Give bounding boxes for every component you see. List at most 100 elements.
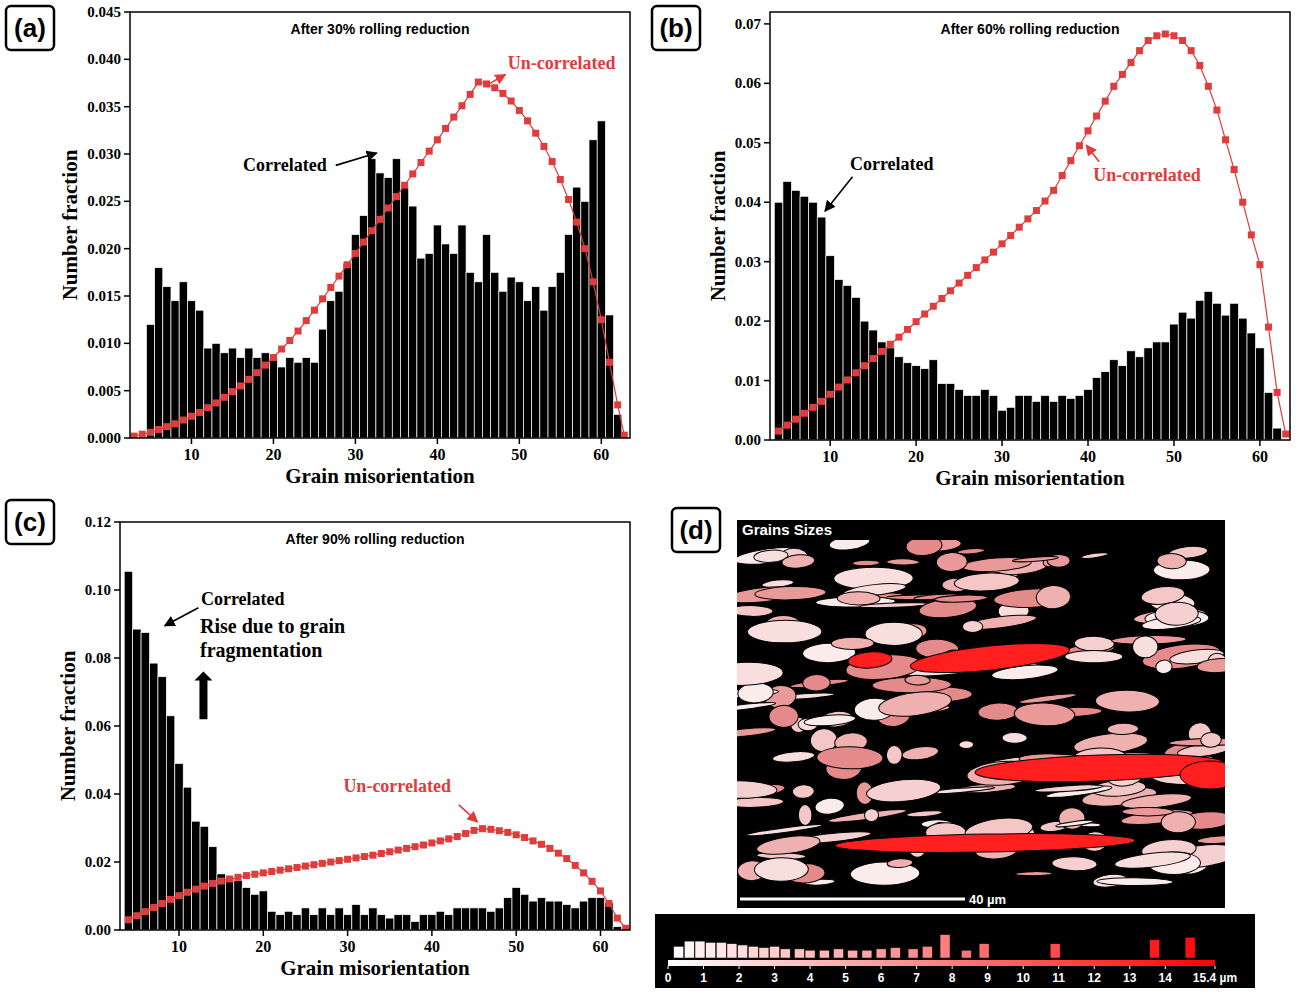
x-tick <box>1259 440 1261 446</box>
bar <box>774 202 783 440</box>
marker <box>229 388 236 395</box>
grain <box>756 833 821 858</box>
marker <box>1256 261 1263 268</box>
bar <box>515 282 523 438</box>
marker <box>368 227 375 234</box>
x-tick-label: 20 <box>908 448 924 465</box>
y-tick <box>124 11 130 13</box>
bar <box>360 915 368 930</box>
marker <box>565 196 572 203</box>
bar <box>417 258 425 438</box>
panel-letter: (c) <box>14 507 46 537</box>
bar <box>245 348 253 438</box>
bar <box>259 891 267 930</box>
grain <box>754 858 808 882</box>
marker <box>196 409 203 416</box>
color-bar-tick <box>845 966 846 969</box>
bar <box>436 911 444 930</box>
y-tick-label: 0.12 <box>85 514 111 530</box>
marker <box>221 394 228 401</box>
size-bar <box>759 948 769 958</box>
marker <box>621 432 628 438</box>
marker <box>775 428 782 435</box>
marker <box>546 845 553 852</box>
marker <box>1170 32 1177 39</box>
y-tick <box>764 261 770 263</box>
grain <box>877 688 953 720</box>
color-bar-tick <box>1129 966 1130 969</box>
y-axis-title: Number fraction <box>56 650 80 801</box>
marker <box>344 856 351 863</box>
marker <box>513 831 520 838</box>
grain <box>737 726 776 740</box>
bar <box>284 911 292 930</box>
rise-arrow <box>194 672 212 720</box>
marker <box>516 107 523 114</box>
bar <box>504 898 512 930</box>
y-tick <box>764 320 770 322</box>
marker <box>147 429 154 436</box>
bar <box>470 908 478 930</box>
grain <box>798 804 812 825</box>
color-bar-tick-label: 5 <box>842 971 849 985</box>
grain <box>1056 819 1095 828</box>
grain <box>978 702 1019 721</box>
x-axis-title: Grain misorientation <box>935 466 1125 490</box>
size-bar <box>738 945 748 958</box>
bar <box>204 348 212 438</box>
marker <box>1016 224 1023 231</box>
grain <box>1200 732 1222 748</box>
marker <box>401 182 408 189</box>
bar <box>499 291 507 438</box>
size-bar <box>890 948 900 958</box>
bar <box>537 898 545 930</box>
bar <box>523 301 531 438</box>
bar <box>384 178 392 438</box>
marker <box>614 915 621 922</box>
color-bar-tick-label: 8 <box>949 971 956 985</box>
color-gradient <box>668 960 1215 966</box>
marker <box>180 417 187 424</box>
color-bar-tick <box>1023 966 1024 969</box>
marker <box>521 834 528 841</box>
y-tick-label: 0.03 <box>735 254 761 270</box>
marker <box>904 326 911 333</box>
bar <box>335 908 343 930</box>
marker <box>327 284 334 291</box>
grain <box>814 797 845 816</box>
marker <box>458 102 465 109</box>
marker <box>921 310 928 317</box>
bar <box>554 901 562 930</box>
large-grain <box>1180 761 1225 789</box>
bar <box>571 908 579 930</box>
y-tick <box>764 142 770 144</box>
bar <box>1024 395 1033 440</box>
bar <box>301 908 309 930</box>
grain <box>905 675 931 685</box>
color-bar-tick <box>739 966 740 969</box>
bar <box>419 915 427 930</box>
grain <box>957 548 985 555</box>
y-tick-label: 0.005 <box>87 383 121 399</box>
marker <box>417 159 424 166</box>
x-tick <box>178 930 180 936</box>
bar <box>548 287 556 438</box>
line <box>134 82 624 436</box>
grain <box>1074 636 1114 652</box>
size-bar <box>748 946 758 958</box>
grain <box>772 750 815 764</box>
marker <box>311 307 318 314</box>
plot-title: After 90% rolling reduction <box>286 531 465 547</box>
x-axis-title: Grain misorientation <box>285 464 475 488</box>
bar <box>507 277 515 438</box>
grain <box>831 637 874 650</box>
marker <box>999 240 1006 247</box>
bar <box>212 343 220 438</box>
plot-title: After 60% rolling reduction <box>941 21 1120 37</box>
marker <box>235 874 242 881</box>
grain <box>865 776 941 805</box>
marker <box>530 837 537 844</box>
bar <box>386 918 394 930</box>
x-tick-label: 20 <box>255 938 271 955</box>
y-tick-label: 0.02 <box>85 854 111 870</box>
